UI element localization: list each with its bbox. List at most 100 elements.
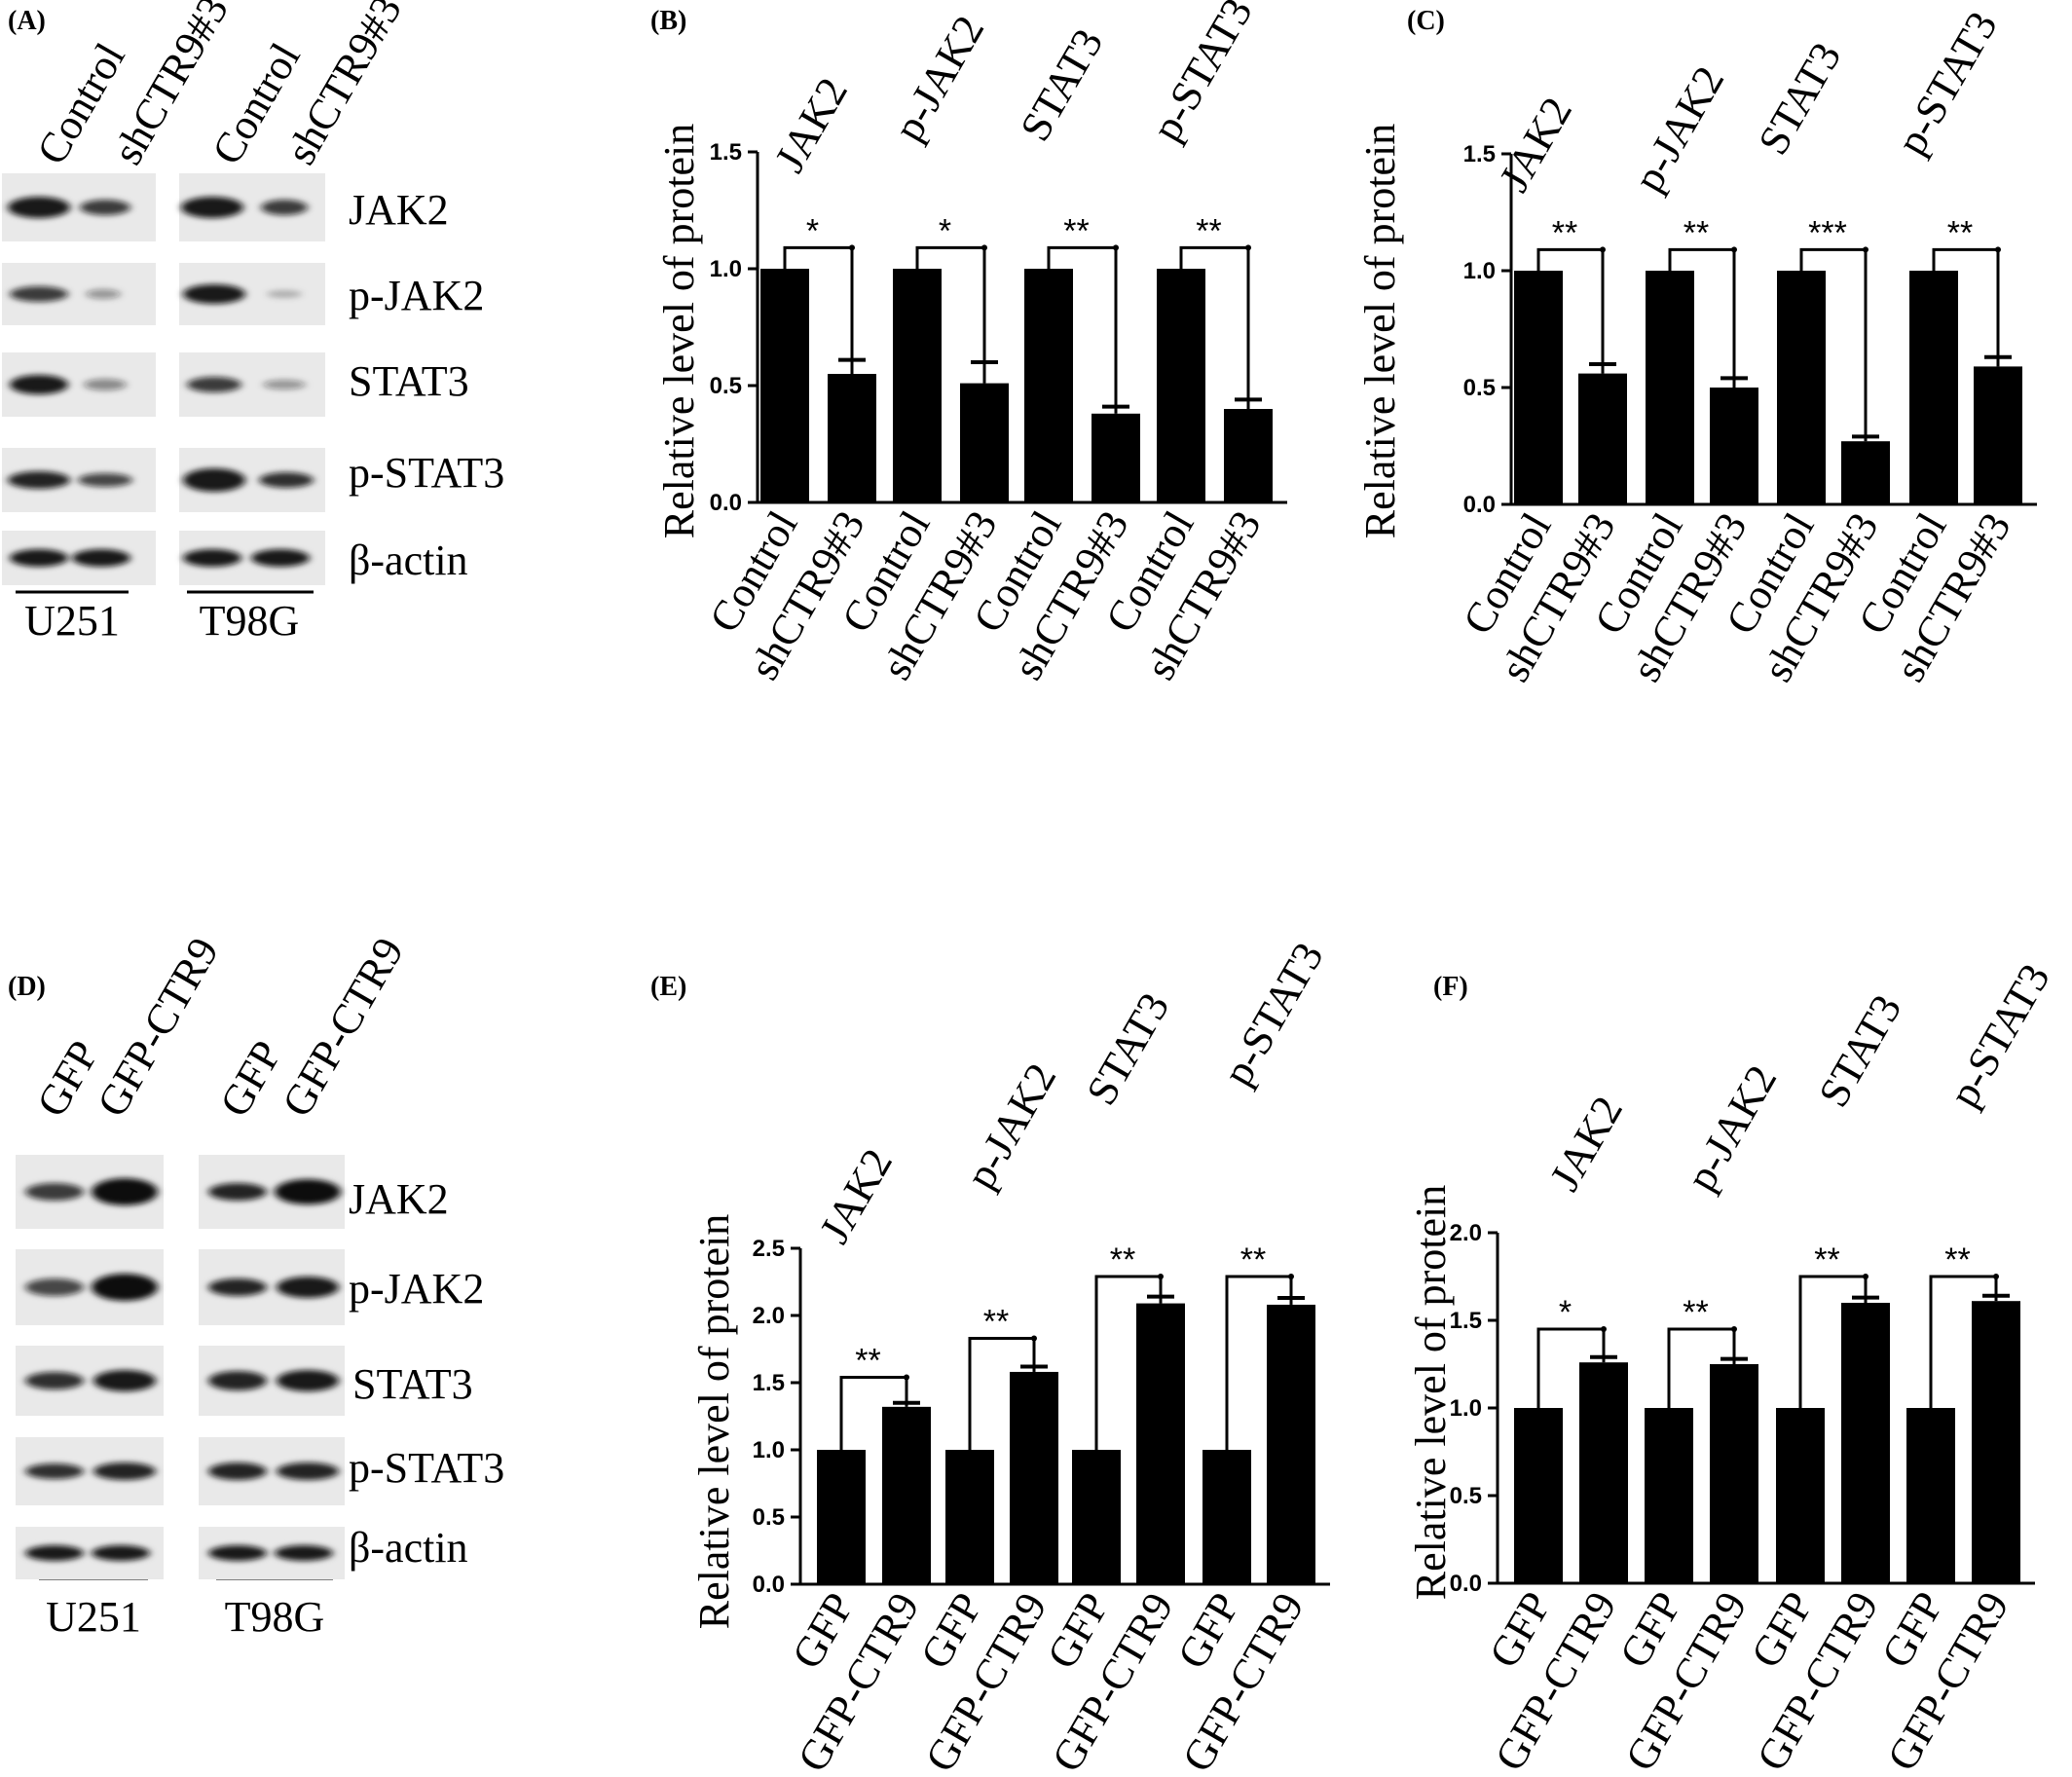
bar-p-stat3-control <box>1157 269 1205 502</box>
blot-a-strip-t98g-row-4-band-1 <box>183 468 245 492</box>
bar-chart-e: 0.0 0.5 1.0 1.5 2.0 2.5 Relative level of prot… <box>690 935 1333 1777</box>
blot-d-strip-t98g-row-4 <box>199 1437 345 1505</box>
blot-d-strip-u251-row-2 <box>16 1249 164 1325</box>
blot-d-strip-u251-row-2-band-1 <box>25 1278 84 1296</box>
significance-bracket-stat3 <box>1798 1275 1868 1408</box>
significance-bracket-p-jak2 <box>968 1336 1036 1450</box>
blot-d-strip-t98g-row-5-band-1 <box>208 1545 267 1561</box>
blot-a-strip-t98g-row-1-band-2 <box>261 200 308 215</box>
bracket-dot <box>1731 246 1737 253</box>
bar-jak2-treated <box>1579 1362 1628 1583</box>
blot-d-protein-b-actin: β-actin <box>349 1524 468 1572</box>
blot-a-strip-t98g-row-3 <box>179 352 325 417</box>
bar-jak2-treated <box>882 1406 931 1584</box>
blot-d-strip-t98g-row-2-band-2 <box>277 1277 339 1298</box>
blot-a-strip-t98g-row-2-band-1 <box>183 284 245 304</box>
bar-p-stat3-treated <box>1224 409 1273 502</box>
blot-a-strip-t98g-row-5 <box>179 531 325 585</box>
blot-a-strip-u251-row-5 <box>2 531 156 585</box>
panel-letter-f: (F) <box>1433 972 1468 1002</box>
y-tick-label-2: 1.0 <box>710 256 742 282</box>
y-tick-label-1: 0.5 <box>753 1504 785 1531</box>
blot-d-strip-t98g-row-3-band-1 <box>208 1371 267 1390</box>
y-axis-label: Relative level of protein <box>655 124 703 538</box>
blot-d-strip-u251-row-4-band-1 <box>25 1463 84 1479</box>
blot-a-protein-b-actin: β-actin <box>349 537 468 584</box>
bar-stat3-treated <box>1841 441 1890 504</box>
western-blot-a: Control shCTR9#3 Control shCTR9#3 JAK2 p… <box>2 0 504 645</box>
blot-a-lane-4: shCTR9#3 <box>277 0 411 172</box>
significance-bracket-jak2 <box>1536 247 1605 364</box>
blot-d-lane-3: GFP <box>210 1033 291 1125</box>
blot-a-strip-u251-row-5-band-1 <box>10 549 68 567</box>
blot-a-protein-jak2: JAK2 <box>349 186 449 234</box>
bar-p-jak2-treated <box>1010 1371 1058 1584</box>
y-tick-label-3: 1.5 <box>753 1370 785 1396</box>
significance-label-stat3: ** <box>1814 1241 1839 1278</box>
y-tick-label-0: 0.0 <box>753 1572 785 1598</box>
bracket-dot <box>1863 1274 1868 1279</box>
bracket-dot <box>1288 1273 1294 1279</box>
significance-bracket-p-stat3 <box>1179 245 1250 400</box>
bar-p-jak2-treated <box>960 383 1009 502</box>
group-label-jak2: JAK2 <box>1540 1089 1632 1199</box>
panel-letter-e: (E) <box>650 972 686 1002</box>
blot-d-strip-u251-row-3-band-1 <box>25 1372 84 1389</box>
significance-label-p-jak2: ** <box>1683 1294 1708 1331</box>
bar-stat3-treated <box>1136 1303 1185 1584</box>
group-label-stat3: STAT3 <box>1809 986 1910 1115</box>
significance-bracket-p-stat3 <box>1929 1275 1998 1408</box>
blot-d-cell-t98g: T98G <box>225 1593 325 1641</box>
blot-d-protein-jak2: JAK2 <box>349 1175 449 1223</box>
significance-label-jak2: ** <box>855 1342 880 1379</box>
group-label-p-stat3: p-STAT3 <box>1887 4 2007 163</box>
blot-d-cell-u251: U251 <box>46 1593 141 1641</box>
panel-letter-b: (B) <box>650 6 686 36</box>
blot-d-strip-t98g-row-1 <box>199 1155 345 1229</box>
panel-letter-a: (A) <box>8 6 46 36</box>
blot-a-strip-u251-row-3 <box>2 352 156 417</box>
y-axis-label: Relative level of protein <box>1407 1185 1455 1600</box>
blot-a-strip-u251-row-1-band-1 <box>8 197 70 218</box>
blot-d-lane-4: GFP-CTR9 <box>273 930 413 1125</box>
blot-a-protein-p-stat3: p-STAT3 <box>349 449 504 497</box>
bar-jak2-control <box>817 1450 866 1584</box>
significance-label-stat3: ** <box>1063 212 1089 249</box>
bar-p-stat3-control <box>1906 1408 1955 1583</box>
bracket-dot <box>904 1374 909 1381</box>
bar-jak2-control <box>760 269 809 502</box>
bar-stat3-control <box>1072 1450 1121 1584</box>
y-tick-label-3: 1.5 <box>1463 141 1496 167</box>
bracket-dot <box>1863 246 1868 253</box>
bracket-dot <box>1601 1326 1607 1332</box>
bar-stat3-treated <box>1841 1303 1890 1583</box>
significance-label-p-stat3: ** <box>1944 1241 1970 1278</box>
blot-d-strip-u251-row-4-band-2 <box>93 1462 156 1480</box>
significance-label-stat3: ** <box>1110 1241 1135 1278</box>
blot-a-strip-t98g-row-3-band-2 <box>263 380 306 389</box>
blot-d-strip-t98g-row-4-band-1 <box>208 1462 267 1480</box>
significance-label-jak2: ** <box>1552 214 1577 251</box>
blot-d-strip-u251-row-2-band-2 <box>92 1274 158 1301</box>
significance-bracket-stat3 <box>1094 1275 1163 1450</box>
bar-p-jak2-control <box>893 269 942 502</box>
y-tick-label-4: 2.0 <box>1450 1220 1482 1246</box>
blot-d-strip-t98g-row-2-band-1 <box>208 1278 267 1296</box>
blot-d-strip-u251-row-5 <box>16 1527 164 1579</box>
bracket-dot <box>1245 244 1251 251</box>
group-label-jak2: JAK2 <box>1490 90 1581 200</box>
bracket-dot <box>1995 246 2001 253</box>
y-tick-label-2: 1.0 <box>1463 258 1496 284</box>
bar-jak2-control <box>1514 1408 1563 1583</box>
group-label-p-stat3: p-STAT3 <box>1940 956 2059 1115</box>
group-label-p-stat3: p-STAT3 <box>1142 0 1262 149</box>
y-tick-label-2: 1.0 <box>1450 1395 1482 1422</box>
panel-letter-d: (D) <box>8 972 46 1002</box>
significance-label-p-jak2: * <box>939 212 951 249</box>
blot-d-lane-2: GFP-CTR9 <box>88 930 228 1125</box>
bracket-dot <box>1993 1274 1999 1279</box>
blot-d-strip-t98g-row-2 <box>199 1249 345 1325</box>
y-axis-label: Relative level of protein <box>690 1214 738 1629</box>
